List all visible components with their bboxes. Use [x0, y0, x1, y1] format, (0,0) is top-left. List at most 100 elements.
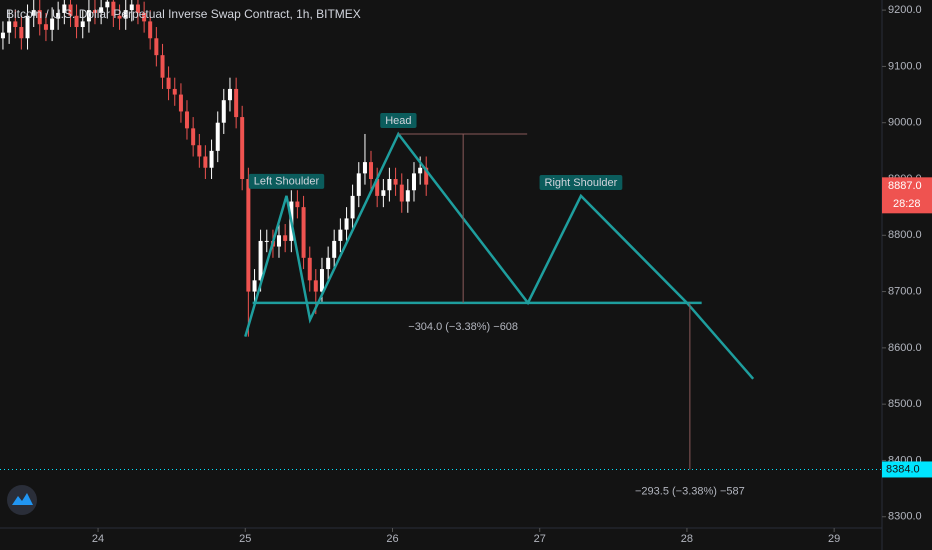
y-tick-label: 8300.0: [888, 511, 922, 523]
alert-label: 8384.0: [886, 463, 920, 475]
candle-body: [62, 4, 67, 13]
measure-label: −293.5 (−3.38%) −587: [635, 485, 745, 497]
y-tick-label: 9000.0: [888, 117, 922, 129]
candle-body: [197, 145, 202, 157]
candle-body: [0, 32, 5, 39]
candle-body: [418, 167, 423, 174]
logo-circle[interactable]: [7, 485, 37, 515]
logo[interactable]: [7, 485, 37, 515]
candle-body: [276, 235, 281, 247]
candle-body: [264, 240, 269, 242]
logo-icon[interactable]: [12, 493, 33, 505]
x-tick-label: 28: [681, 533, 693, 545]
candle-body: [399, 184, 404, 202]
candle-body: [80, 21, 85, 28]
candle-body: [368, 162, 373, 180]
countdown: 28:28: [893, 198, 921, 210]
chart-title: Bitcoin / U.S. Dollar Perpetual Inverse …: [6, 7, 361, 21]
candle-body: [117, 15, 122, 19]
candle-body: [31, 10, 36, 16]
candle-body: [338, 229, 343, 241]
y-tick-label: 8500.0: [888, 398, 922, 410]
candle-body: [160, 55, 165, 78]
candle-body: [405, 190, 410, 202]
candle-body: [178, 94, 183, 112]
candle-body: [148, 21, 153, 39]
candle-body: [43, 24, 48, 30]
pattern-label: Left Shoulder: [254, 176, 320, 188]
candle-body: [258, 240, 263, 281]
candle-body: [313, 280, 318, 292]
candle-body: [19, 27, 24, 39]
candle-body: [50, 18, 55, 30]
candle-body: [295, 201, 300, 208]
candle-body: [142, 12, 147, 22]
candle-body: [129, 4, 134, 11]
candle-body: [166, 77, 171, 89]
candle-body: [56, 12, 61, 19]
last-price-tag: [882, 177, 932, 214]
candle-body: [350, 195, 355, 219]
candle-body: [172, 88, 177, 95]
candle-body: [356, 173, 361, 196]
pattern-label-box: [380, 113, 417, 129]
pattern-label: Right Shoulder: [545, 177, 618, 189]
candle-body: [227, 88, 232, 101]
candle-body: [326, 257, 331, 270]
candle-body: [252, 280, 257, 292]
candle-body: [105, 1, 110, 8]
y-tick-label: 8800.0: [888, 229, 922, 241]
x-tick-label: 26: [386, 533, 398, 545]
candle-body: [393, 179, 398, 185]
candle-body: [301, 207, 306, 258]
x-tick-label: 24: [92, 533, 104, 545]
candle-body: [68, 4, 73, 16]
candle-body: [154, 38, 159, 56]
alert-tag: [882, 461, 932, 478]
y-tick-label: 8600.0: [888, 342, 922, 354]
x-tick-label: 27: [534, 533, 546, 545]
candle-body: [332, 240, 337, 258]
y-tick-label: 9100.0: [888, 60, 922, 72]
candle-body: [86, 10, 91, 22]
candle-body: [215, 122, 220, 151]
candle-body: [92, 10, 97, 13]
last-price-label: 8887.0: [888, 180, 922, 192]
candle-body: [234, 88, 239, 118]
candle-body: [240, 117, 245, 180]
candle-body: [209, 150, 214, 168]
candle-body: [7, 21, 12, 33]
candle-body: [283, 235, 288, 241]
candle-body: [13, 21, 18, 28]
candle-body: [424, 167, 429, 185]
pattern-label-box: [539, 174, 623, 190]
candle-body: [307, 257, 312, 281]
pattern-label: Head: [385, 115, 411, 127]
y-tick-label: 9200.0: [888, 4, 922, 16]
x-tick-label: 25: [239, 533, 251, 545]
candle-body: [135, 4, 140, 13]
candle-body: [381, 190, 386, 196]
candle-body: [25, 15, 30, 39]
y-tick-label: 8700.0: [888, 285, 922, 297]
candle-body: [123, 10, 128, 19]
candle-body: [37, 10, 42, 25]
candle-body: [411, 173, 416, 191]
candle-body: [362, 162, 367, 174]
candle-body: [375, 179, 380, 196]
candle-body: [319, 269, 324, 292]
x-tick-label: 29: [828, 533, 840, 545]
candle-body: [184, 111, 189, 129]
candle-body: [111, 1, 116, 16]
pattern-label-box: [248, 173, 325, 189]
candle-body: [74, 15, 79, 28]
candle-body: [203, 156, 208, 168]
candle-body: [221, 100, 226, 123]
candle-body: [191, 128, 196, 146]
measure-label: −304.0 (−3.38%) −608: [408, 321, 518, 333]
candle-body: [344, 218, 349, 230]
plot: [0, 0, 755, 470]
candle-body: [99, 7, 104, 13]
